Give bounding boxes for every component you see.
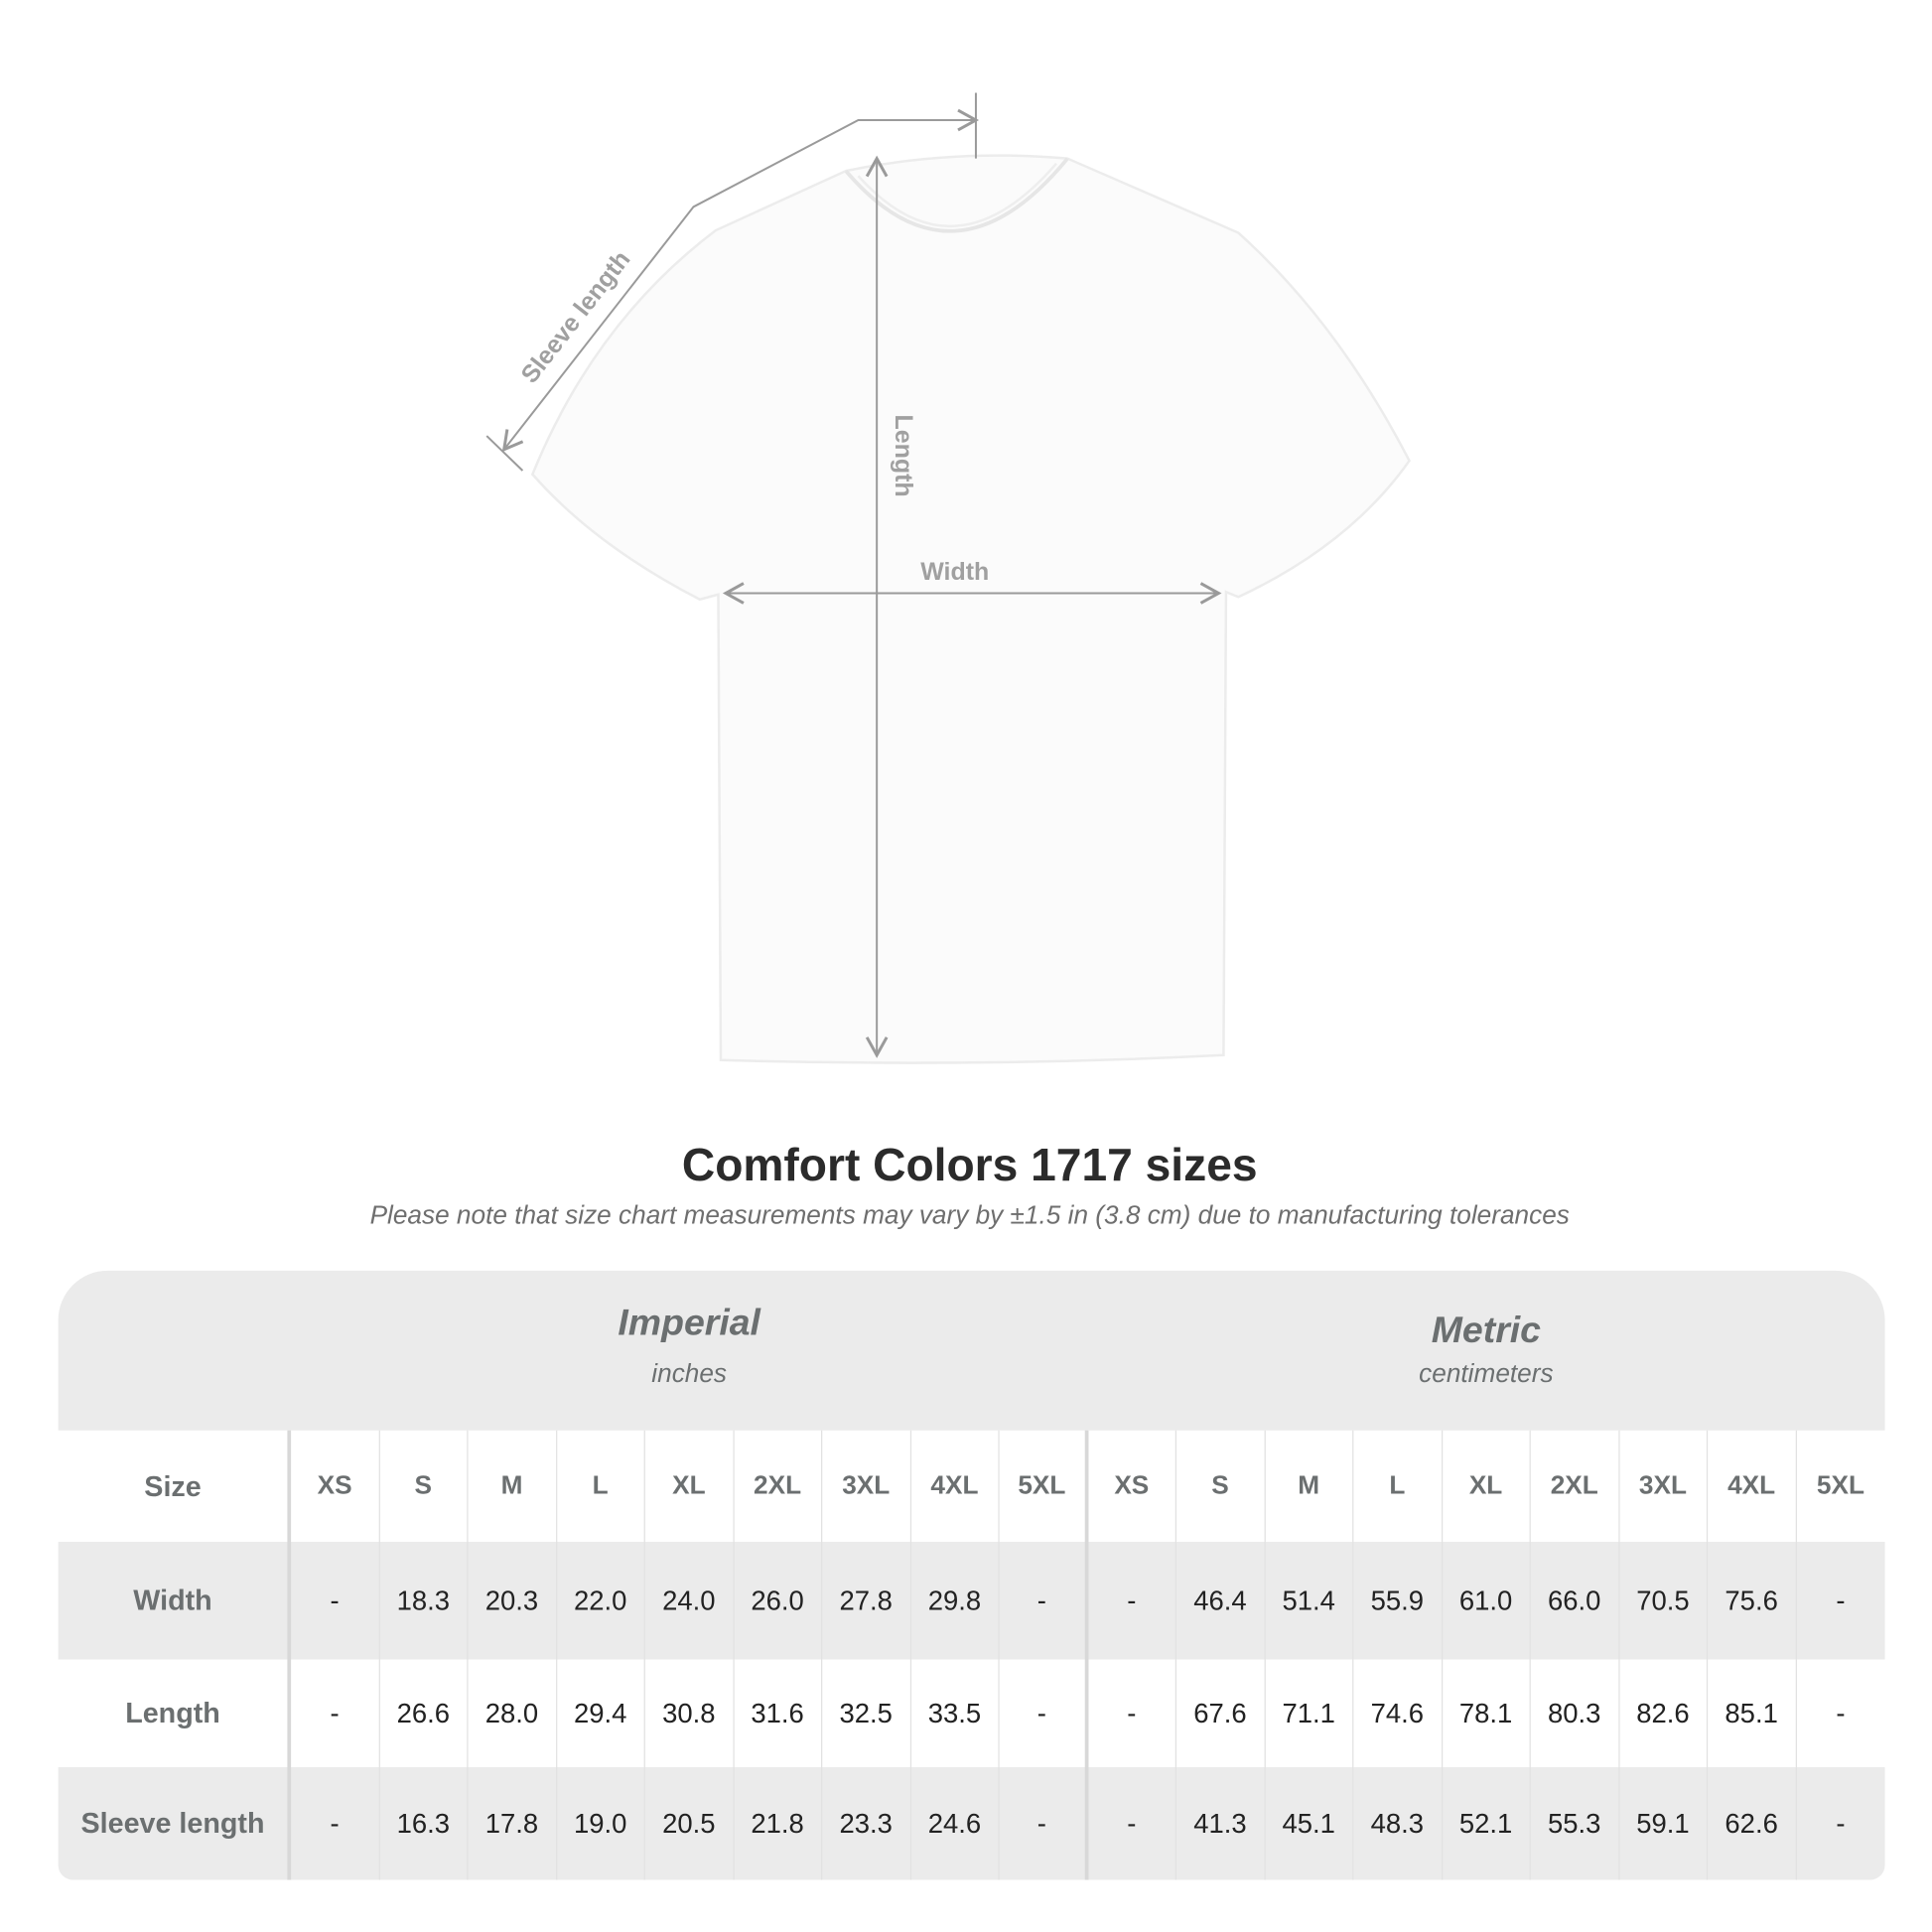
- value-cell-imperial: 18.3: [379, 1542, 469, 1660]
- table-header: Imperial inches Metric centimeters: [58, 1270, 1885, 1431]
- size-header-imperial: XS: [291, 1430, 380, 1543]
- size-header-imperial: 5XL: [1000, 1430, 1088, 1543]
- size-header-metric: 3XL: [1619, 1430, 1709, 1543]
- value-cell-imperial: -: [291, 1767, 380, 1880]
- row-label: Width: [59, 1542, 292, 1660]
- size-header-imperial: 3XL: [822, 1430, 911, 1543]
- size-header-imperial: S: [379, 1430, 469, 1543]
- length-label: Length: [890, 414, 917, 496]
- value-cell-imperial: 24.6: [910, 1767, 1000, 1880]
- value-cell-metric: 46.4: [1176, 1542, 1266, 1660]
- value-cell-imperial: 26.0: [734, 1542, 823, 1660]
- value-cell-metric: 82.6: [1619, 1659, 1709, 1768]
- metric-unit: centimeters: [1419, 1359, 1554, 1389]
- value-cell-metric: -: [1088, 1659, 1177, 1768]
- page-title: Comfort Colors 1717 sizes: [681, 1139, 1258, 1190]
- value-cell-metric: 41.3: [1176, 1767, 1266, 1880]
- width-label: Width: [920, 558, 989, 586]
- value-cell-imperial: 22.0: [557, 1542, 645, 1660]
- size-header-imperial: 2XL: [734, 1430, 823, 1543]
- size-header-metric: XS: [1088, 1430, 1177, 1543]
- imperial-title: Imperial: [618, 1303, 760, 1344]
- value-cell-imperial: -: [291, 1659, 380, 1768]
- value-cell-imperial: 32.5: [822, 1659, 911, 1768]
- value-cell-imperial: 27.8: [822, 1542, 911, 1660]
- imperial-group: Imperial inches: [291, 1303, 1087, 1389]
- tshirt-image: [530, 154, 1411, 1064]
- value-cell-imperial: 29.4: [557, 1659, 645, 1768]
- value-cell-imperial: -: [1000, 1542, 1088, 1660]
- value-cell-metric: -: [1836, 1697, 1846, 1728]
- value-cell-imperial: 33.5: [910, 1659, 1000, 1768]
- size-header-metric: S: [1176, 1430, 1266, 1543]
- row-label: Sleeve length: [59, 1767, 292, 1880]
- value-cell-imperial: -: [1000, 1767, 1088, 1880]
- value-cell-imperial: 28.0: [469, 1659, 557, 1768]
- value-cell-metric: 62.6: [1708, 1767, 1797, 1880]
- value-cell-metric: 61.0: [1443, 1542, 1531, 1660]
- value-cell-imperial: 24.0: [645, 1542, 735, 1660]
- size-header-metric: 5XL: [1816, 1470, 1864, 1500]
- value-cell-metric: 59.1: [1619, 1767, 1709, 1880]
- value-cell-imperial: 21.8: [734, 1767, 823, 1880]
- value-cell-imperial: 31.6: [734, 1659, 823, 1768]
- size-header-metric: 4XL: [1708, 1430, 1797, 1543]
- row-label: Size: [59, 1430, 292, 1543]
- value-cell-metric: 71.1: [1265, 1659, 1354, 1768]
- value-cell-imperial: 26.6: [379, 1659, 469, 1768]
- value-cell-metric: 75.6: [1708, 1542, 1797, 1660]
- tshirt-diagram: Sleeve length Length Width: [485, 92, 1411, 1064]
- value-cell-imperial: 30.8: [645, 1659, 735, 1768]
- value-cell-metric: 78.1: [1443, 1659, 1531, 1768]
- value-cell-metric: 85.1: [1708, 1659, 1797, 1768]
- size-header-row: Size XS S M L XL 2XL 3XL 4XL 5XL XS S M L XL 2XL 3XL 4XL 5…: [59, 1430, 1885, 1543]
- value-cell-metric: -: [1836, 1585, 1846, 1616]
- value-cell-imperial: 20.3: [469, 1542, 557, 1660]
- value-cell-imperial: 16.3: [379, 1767, 469, 1880]
- size-header-metric: L: [1353, 1430, 1443, 1543]
- value-cell-metric: 55.9: [1353, 1542, 1443, 1660]
- size-header-imperial: 4XL: [910, 1430, 1000, 1543]
- size-header-imperial: XL: [645, 1430, 735, 1543]
- value-cell-imperial: 20.5: [645, 1767, 735, 1880]
- value-cell-metric: 70.5: [1619, 1542, 1709, 1660]
- value-cell-metric: 45.1: [1265, 1767, 1354, 1880]
- value-cell-imperial: 29.8: [910, 1542, 1000, 1660]
- value-cell-metric: 80.3: [1531, 1659, 1619, 1768]
- value-cell-imperial: -: [1000, 1659, 1088, 1768]
- size-header-imperial: M: [469, 1430, 557, 1543]
- value-cell-imperial: -: [291, 1542, 380, 1660]
- value-cell-metric: 67.6: [1176, 1659, 1266, 1768]
- value-cell-metric: 51.4: [1265, 1542, 1354, 1660]
- value-cell-imperial: 19.0: [557, 1767, 645, 1880]
- table-row: Width -18.3 20.3 22.0 24.0 26.0 27.8 29.8- -46.4…: [58, 1542, 1885, 1660]
- row-label: Length: [59, 1659, 292, 1768]
- value-cell-imperial: 17.8: [469, 1767, 557, 1880]
- value-cell-metric: -: [1088, 1767, 1177, 1880]
- value-cell-metric: 66.0: [1531, 1542, 1619, 1660]
- size-header-metric: XL: [1443, 1430, 1531, 1543]
- value-cell-imperial: 23.3: [822, 1767, 911, 1880]
- metric-title: Metric: [1431, 1310, 1541, 1351]
- size-header-metric: M: [1265, 1430, 1354, 1543]
- imperial-unit: inches: [651, 1359, 728, 1389]
- value-cell-metric: -: [1088, 1542, 1177, 1660]
- value-cell-metric: 74.6: [1353, 1659, 1443, 1768]
- value-cell-metric: 48.3: [1353, 1767, 1443, 1880]
- size-header-metric: 2XL: [1531, 1430, 1619, 1543]
- value-cell-metric: 52.1: [1443, 1767, 1531, 1880]
- size-table: Imperial inches Metric centimeters Size X…: [58, 1270, 1885, 1880]
- tolerance-note: Please note that size chart measurements…: [369, 1200, 1570, 1230]
- table-row: Sleeve length -16.3 17.8 19.0 20.5 21.8 23.3 24…: [58, 1767, 1885, 1880]
- size-header-imperial: L: [557, 1430, 645, 1543]
- value-cell-metric: 55.3: [1531, 1767, 1619, 1880]
- table-row: Length -26.6 28.0 29.4 30.8 31.6 32.5 33.5- -67.…: [59, 1659, 1885, 1768]
- value-cell-metric: -: [1836, 1807, 1846, 1839]
- sleeve-measure-line: [501, 108, 980, 453]
- metric-group: Metric centimeters: [1087, 1311, 1884, 1390]
